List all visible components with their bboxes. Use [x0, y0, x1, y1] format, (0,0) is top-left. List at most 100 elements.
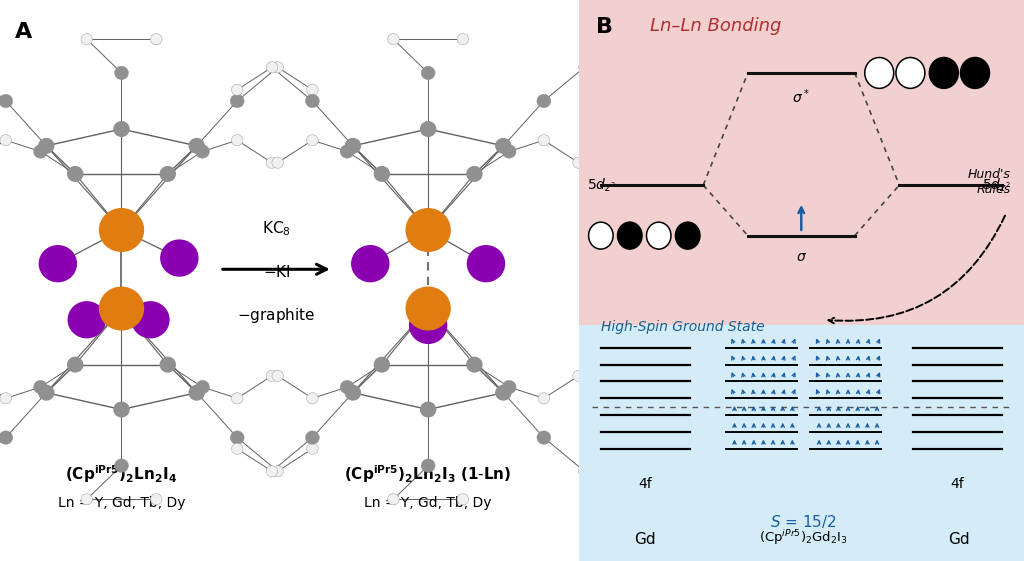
- Circle shape: [161, 167, 175, 181]
- Text: $5d_{z^2}$: $5d_{z^2}$: [982, 176, 1011, 194]
- Circle shape: [538, 393, 550, 404]
- Circle shape: [231, 443, 243, 454]
- Text: $-$graphite: $-$graphite: [238, 306, 315, 325]
- Circle shape: [68, 167, 83, 181]
- Circle shape: [421, 66, 435, 80]
- Circle shape: [0, 135, 11, 146]
- Text: Ln = Y, Gd, Tb, Dy: Ln = Y, Gd, Tb, Dy: [365, 496, 492, 511]
- Text: Hund's
Rules: Hund's Rules: [968, 168, 1011, 196]
- Circle shape: [306, 393, 318, 404]
- Text: $\sigma$: $\sigma$: [796, 250, 807, 264]
- Circle shape: [537, 431, 551, 444]
- Text: Ln = Y, Gd, Tb, Dy: Ln = Y, Gd, Tb, Dy: [57, 496, 185, 511]
- Text: (Cp$^{iPr5}$)$_2$Gd$_2$I$_3$: (Cp$^{iPr5}$)$_2$Gd$_2$I$_3$: [759, 528, 848, 547]
- Ellipse shape: [896, 58, 925, 89]
- Circle shape: [502, 380, 516, 394]
- Circle shape: [613, 443, 625, 454]
- Ellipse shape: [961, 58, 989, 89]
- Circle shape: [306, 443, 318, 454]
- Circle shape: [579, 466, 590, 477]
- Circle shape: [496, 139, 511, 153]
- Circle shape: [34, 145, 47, 158]
- Text: 4f: 4f: [950, 477, 964, 491]
- Circle shape: [421, 459, 435, 472]
- Bar: [579, 325, 1024, 561]
- Circle shape: [496, 385, 511, 400]
- Circle shape: [457, 34, 469, 45]
- Circle shape: [538, 135, 550, 146]
- Circle shape: [572, 157, 585, 168]
- Circle shape: [468, 246, 505, 282]
- Circle shape: [305, 94, 319, 108]
- Circle shape: [306, 135, 318, 146]
- Circle shape: [161, 357, 175, 372]
- Circle shape: [266, 157, 278, 168]
- Circle shape: [272, 157, 284, 168]
- Circle shape: [151, 494, 162, 505]
- Circle shape: [407, 209, 451, 251]
- Circle shape: [345, 385, 360, 400]
- Circle shape: [572, 370, 585, 381]
- Circle shape: [115, 66, 128, 80]
- Circle shape: [114, 402, 129, 417]
- Text: Ln–Ln Bonding: Ln–Ln Bonding: [650, 17, 781, 35]
- Circle shape: [272, 62, 284, 73]
- Text: KC$_8$: KC$_8$: [262, 220, 291, 238]
- Circle shape: [161, 240, 198, 276]
- Circle shape: [99, 209, 143, 251]
- Circle shape: [375, 357, 389, 372]
- Circle shape: [196, 380, 210, 394]
- Circle shape: [230, 431, 244, 444]
- Text: High-Spin Ground State: High-Spin Ground State: [601, 320, 765, 334]
- Ellipse shape: [617, 222, 642, 249]
- Circle shape: [272, 466, 284, 477]
- Circle shape: [388, 494, 399, 505]
- Ellipse shape: [930, 58, 958, 89]
- Circle shape: [99, 287, 143, 330]
- Circle shape: [340, 145, 354, 158]
- Circle shape: [352, 246, 389, 282]
- Text: Gd: Gd: [948, 532, 970, 547]
- Circle shape: [69, 302, 105, 338]
- Text: $\mathbf{(Cp^{iPr5})_2Ln_2I_3}$ $\mathbf{(1\text{-}Ln)}$: $\mathbf{(Cp^{iPr5})_2Ln_2I_3}$ $\mathbf…: [344, 463, 512, 485]
- Circle shape: [132, 302, 169, 338]
- Circle shape: [388, 34, 399, 45]
- Circle shape: [421, 122, 435, 136]
- Circle shape: [81, 494, 92, 505]
- Ellipse shape: [589, 222, 613, 249]
- Ellipse shape: [646, 222, 671, 249]
- Text: $\sigma^*$: $\sigma^*$: [793, 87, 810, 105]
- Text: A: A: [14, 22, 32, 43]
- Circle shape: [230, 94, 244, 108]
- Circle shape: [272, 370, 284, 381]
- Circle shape: [115, 459, 128, 472]
- Text: B: B: [596, 17, 613, 37]
- Circle shape: [266, 370, 278, 381]
- Circle shape: [410, 307, 446, 343]
- Circle shape: [421, 402, 435, 417]
- Circle shape: [375, 167, 389, 181]
- Circle shape: [0, 431, 12, 444]
- Circle shape: [340, 380, 354, 394]
- Circle shape: [189, 139, 204, 153]
- Circle shape: [114, 122, 129, 136]
- Circle shape: [196, 145, 210, 158]
- Circle shape: [189, 385, 204, 400]
- Text: Gd: Gd: [635, 532, 656, 547]
- Circle shape: [537, 94, 551, 108]
- Circle shape: [579, 62, 590, 73]
- Circle shape: [231, 135, 243, 146]
- Circle shape: [613, 84, 625, 95]
- Circle shape: [266, 466, 278, 477]
- Ellipse shape: [676, 222, 700, 249]
- Circle shape: [151, 34, 162, 45]
- Circle shape: [231, 393, 243, 404]
- Circle shape: [39, 385, 54, 400]
- Ellipse shape: [864, 58, 894, 89]
- Circle shape: [306, 84, 318, 95]
- Text: 4f: 4f: [639, 477, 652, 491]
- Circle shape: [34, 380, 47, 394]
- Circle shape: [502, 145, 516, 158]
- Circle shape: [68, 357, 83, 372]
- Circle shape: [457, 494, 469, 505]
